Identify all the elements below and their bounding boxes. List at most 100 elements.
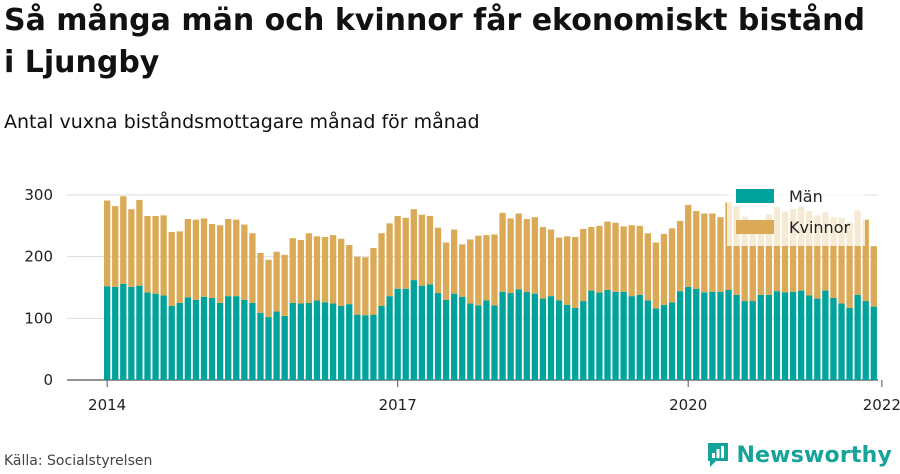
bar-man [475,305,482,380]
bar-woman [733,206,740,295]
bar-man [814,298,821,380]
bar-man [208,297,216,380]
brand-logo[interactable]: Newsworthy [706,439,892,471]
bar-woman [523,219,530,292]
bar-man [192,299,200,380]
bar-man [588,290,595,380]
y-tick-label: 100 [24,309,53,327]
bar-woman [846,222,853,308]
bar-woman [668,228,676,303]
chart-area: 0 100 200 300 2014 2017 2020 2022 Män Kvinnor [0,160,900,420]
bar-woman [830,217,837,298]
bar-woman [580,228,587,302]
bar-woman [628,225,635,297]
bar-woman [354,256,361,315]
legend-swatch [736,189,774,203]
bar-woman [136,199,143,286]
bar-man [806,295,813,380]
bar-woman [434,227,442,294]
bar-man [596,292,603,380]
bar-woman [555,237,563,301]
bar-man [749,301,756,380]
bar-man [862,301,869,380]
bar-woman [620,226,627,292]
bar-man [200,296,208,380]
bar-man [822,290,829,380]
bar-man [870,306,877,380]
bar-man [580,301,587,380]
bar-woman [660,233,668,305]
bar-woman [862,219,869,302]
bar-man [434,293,442,380]
bar-man [338,306,345,380]
bar-man [241,299,248,380]
chart-subtitle: Antal vuxna biståndsmottagare månad för … [4,111,480,133]
bar-woman [233,219,240,297]
bar-man [652,308,660,380]
bar-man [265,317,272,380]
bar-woman [612,222,619,292]
bar-man [531,293,539,380]
bar-man [563,304,571,380]
bar-woman [789,209,797,292]
bar-woman [184,219,191,298]
bar-man [676,291,684,380]
bar-woman [451,229,458,294]
bar-woman [112,206,119,287]
bar-woman [467,239,474,304]
bar-woman [386,223,393,297]
bar-man [402,288,409,380]
bar-woman [305,233,313,303]
bar-woman [362,257,369,316]
bar-man [297,303,304,380]
x-tick-label: 2020 [669,396,707,414]
source-note: Källa: Socialstyrelsen [4,453,153,469]
newsworthy-logo-icon [708,443,729,467]
bar-woman [798,206,805,291]
bar-man [668,302,676,380]
bar-woman [241,224,248,300]
bar-man [289,302,296,380]
bar-man [612,291,619,380]
bar-woman [588,227,595,291]
bar-man [128,286,135,380]
bar-woman [281,254,288,316]
bar-man [442,299,450,380]
bar-woman [225,219,232,297]
bar-woman [781,211,789,293]
bar-woman [539,227,547,299]
bar-woman [644,233,651,301]
bar-man [144,292,151,380]
bar-man [104,286,111,380]
bar-woman [676,220,684,292]
bar-woman [685,204,692,287]
bar-man [547,296,555,380]
bar-man [838,303,845,380]
bar-woman [806,211,813,296]
bar-man [346,304,353,380]
bar-woman [636,225,643,295]
bar-man [523,291,530,380]
bar-woman [346,244,353,305]
bar-man [386,296,393,380]
bar-man [798,290,805,380]
stacked-bar-chart: 0 100 200 300 2014 2017 2020 2022 Män Kvinnor [24,182,900,414]
bar-woman [273,251,280,312]
bar-man [709,291,716,380]
bar-woman [152,215,159,294]
bar-woman [144,215,151,293]
bar-woman [773,207,781,292]
y-tick-label: 0 [43,371,53,389]
bar-man [781,292,789,380]
bar-woman [499,212,506,292]
bar-man [644,300,651,380]
bar-woman [192,219,200,300]
bar-man [733,294,740,380]
bar-woman [491,234,498,306]
bar-woman [200,218,208,297]
bar-man [233,296,240,380]
bar-woman [120,196,127,284]
bar-man [136,285,143,380]
bar-woman [128,209,135,287]
bar-man [459,296,466,380]
